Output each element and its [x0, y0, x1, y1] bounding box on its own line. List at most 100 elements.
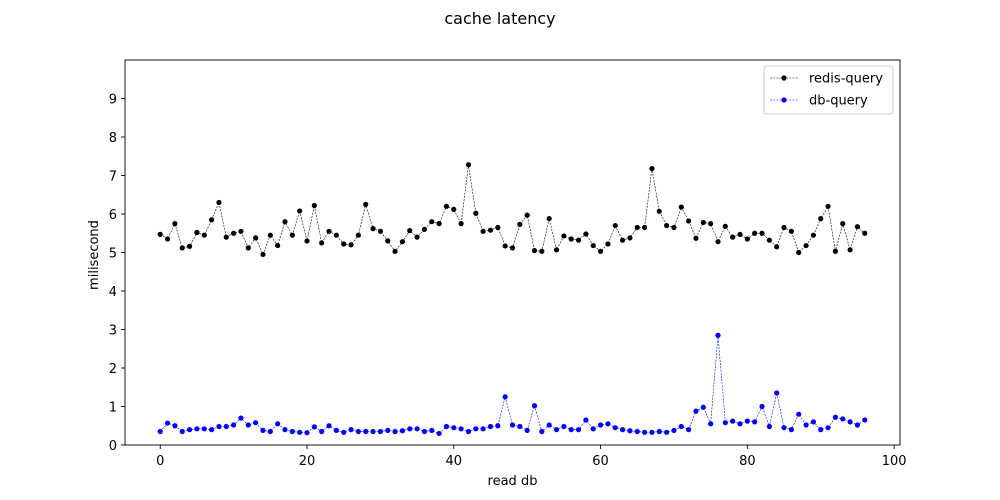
data-point [333, 427, 339, 433]
data-point [275, 421, 281, 427]
data-point [502, 243, 508, 249]
data-point [377, 428, 383, 435]
data-point [209, 217, 215, 223]
data-point [605, 241, 611, 247]
legend-label: redis-query [809, 72, 883, 87]
data-point [289, 232, 295, 238]
data-point [363, 428, 369, 435]
data-point [781, 224, 787, 231]
data-point [796, 411, 802, 417]
data-point [385, 238, 391, 244]
chart-title: cache latency [444, 9, 555, 28]
data-point [297, 429, 303, 435]
data-point [693, 408, 699, 414]
data-point [473, 210, 479, 216]
data-point [788, 427, 794, 433]
data-point [752, 419, 758, 425]
data-point [451, 206, 457, 212]
data-point [619, 237, 626, 243]
data-point [421, 428, 428, 435]
data-point [465, 162, 472, 168]
data-point [385, 427, 391, 433]
data-point [715, 332, 721, 338]
series-line [160, 164, 865, 256]
data-point [612, 425, 618, 431]
data-point [392, 248, 398, 254]
data-point [487, 227, 494, 233]
data-point [216, 423, 222, 430]
data-point [399, 239, 406, 245]
data-point [810, 232, 816, 238]
data-point [803, 422, 809, 428]
data-point [319, 240, 325, 246]
data-point [363, 201, 369, 207]
data-point [465, 428, 472, 435]
plot-area [124, 59, 901, 446]
data-point [517, 423, 523, 430]
data-point [693, 235, 699, 241]
data-point [766, 423, 772, 430]
legend-marker [781, 97, 787, 103]
data-point [436, 221, 442, 227]
data-point [664, 222, 670, 229]
data-point [810, 419, 816, 425]
data-point [686, 427, 692, 433]
data-point [370, 226, 376, 232]
y-axis: 0 1 2 3 4 5 6 7 8 9 [109, 93, 125, 454]
data-point [480, 228, 486, 234]
data-point [509, 422, 516, 428]
data-point [796, 249, 802, 256]
y-tick-label: 4 [109, 285, 117, 300]
data-point [818, 216, 824, 222]
x-tick-label: 80 [739, 454, 756, 469]
data-point [201, 426, 207, 432]
data-point [553, 247, 560, 253]
data-point [231, 230, 237, 236]
data-point [825, 425, 831, 431]
data-point [642, 429, 648, 435]
data-point [172, 221, 178, 227]
data-point [553, 427, 560, 433]
data-point [223, 423, 229, 430]
legend-marker [781, 75, 787, 81]
data-point [759, 230, 765, 236]
data-point [194, 229, 200, 236]
data-point [854, 422, 861, 428]
x-tick-label: 40 [446, 454, 463, 469]
data-point [164, 236, 171, 242]
data-point [700, 219, 706, 226]
y-tick-label: 9 [109, 93, 117, 108]
data-point [253, 420, 259, 426]
data-point [737, 421, 743, 427]
data-point [583, 417, 589, 423]
y-tick-label: 0 [109, 439, 117, 454]
data-point [671, 427, 677, 433]
data-point [245, 245, 251, 251]
data-point [157, 231, 163, 238]
data-point [546, 216, 552, 222]
data-point [194, 426, 200, 432]
data-point [840, 416, 846, 422]
data-point [407, 227, 413, 234]
data-point [517, 221, 523, 227]
data-point [759, 403, 765, 410]
data-point [708, 221, 714, 227]
y-tick-label: 1 [109, 401, 117, 416]
y-tick-label: 6 [109, 208, 117, 223]
series-db-query [157, 332, 868, 437]
data-point [260, 251, 266, 258]
data-point [341, 429, 347, 435]
data-point [781, 425, 787, 431]
data-point [619, 427, 626, 433]
data-point [348, 427, 354, 433]
data-point [473, 426, 479, 432]
data-point [414, 234, 420, 240]
data-point [744, 236, 750, 242]
data-point [854, 224, 861, 230]
data-point [700, 404, 706, 410]
data-point [774, 244, 780, 250]
data-point [627, 428, 633, 434]
x-axis: 0 20 40 60 80 100 [156, 445, 907, 469]
data-point [840, 221, 846, 227]
data-point [583, 231, 589, 237]
